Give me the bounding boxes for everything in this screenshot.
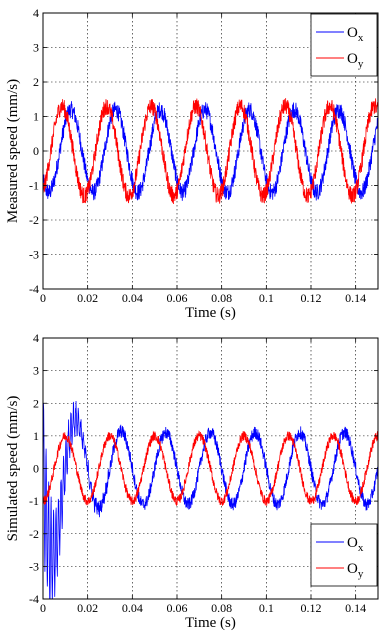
- y-tick-label: 3: [33, 364, 39, 378]
- y-tick-label: 3: [33, 41, 39, 55]
- x-tick-label: 0.04: [122, 291, 143, 305]
- x-tick-label: 0.02: [77, 291, 98, 305]
- measured-speed-chart: 0 0.02 0.04 0.06 0.08 0.1 0.12 0.14 -4 -3 -2 -1 0 1 2 3…: [5, 6, 379, 321]
- x-tick-label: 0: [40, 291, 46, 305]
- y-axis-label: Measured speed (mm/s): [5, 79, 21, 223]
- y-tick-label: 1: [33, 429, 39, 443]
- x-axis-label: Time (s): [185, 305, 236, 321]
- x-tick-label: 0.14: [345, 291, 366, 305]
- x-axis-label: Time (s): [185, 615, 236, 631]
- y-axis-label: Simulated speed (mm/s): [5, 396, 21, 542]
- y-tick-label: 4: [33, 331, 39, 345]
- x-tick-label: 0.02: [77, 601, 98, 615]
- x-tick-label: 0: [40, 601, 46, 615]
- x-tick-label: 0.06: [167, 601, 188, 615]
- series-line-oy: [43, 98, 378, 204]
- y-tick-label: -3: [29, 559, 39, 573]
- x-tick-label: 0.04: [122, 601, 143, 615]
- y-tick-label: -1: [29, 179, 39, 193]
- x-tick-label: 0.1: [259, 601, 274, 615]
- y-tick-label: -1: [29, 494, 39, 508]
- x-tick-label: 0.12: [301, 291, 322, 305]
- series-line-oy: [43, 430, 378, 506]
- series-line-ox: [43, 400, 378, 599]
- y-tick-label: 2: [33, 75, 39, 89]
- y-tick-label: -3: [29, 248, 39, 262]
- x-tick-label: 0.14: [345, 601, 366, 615]
- simulated-speed-chart: 0 0.02 0.04 0.06 0.08 0.1 0.12 0.14 -4 -3 -2 -1 0 1 2 3…: [5, 331, 379, 631]
- y-tick-label: -4: [29, 282, 39, 296]
- y-tick-label: 4: [33, 6, 39, 20]
- y-tick-label: 1: [33, 110, 39, 124]
- y-tick-label: -2: [29, 527, 39, 541]
- y-tick-label: -2: [29, 213, 39, 227]
- x-tick-label: 0.06: [167, 291, 188, 305]
- x-tick-label: 0.1: [259, 291, 274, 305]
- x-tick-label: 0.12: [301, 601, 322, 615]
- legend-box: [310, 523, 378, 587]
- y-tick-label: 0: [33, 144, 39, 158]
- legend-box: [310, 13, 378, 77]
- y-tick-label: 2: [33, 396, 39, 410]
- y-tick-label: 0: [33, 462, 39, 476]
- series-line-ox: [43, 101, 378, 201]
- x-tick-label: 0.08: [211, 601, 232, 615]
- y-tick-label: -4: [29, 592, 39, 606]
- x-tick-label: 0.08: [211, 291, 232, 305]
